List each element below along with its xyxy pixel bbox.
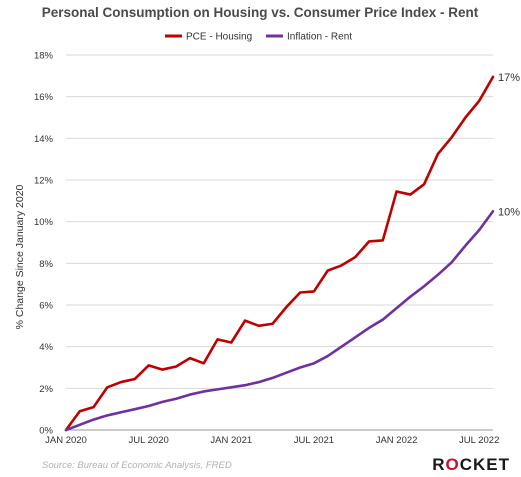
legend-label-inflation-rent: Inflation - Rent [287,32,352,43]
end-label-inflation-rent: 10% [498,206,520,218]
end-labels: 17% 10% [498,72,520,218]
legend: PCE - Housing Inflation - Rent [165,32,352,43]
x-tick-label: JUL 2022 [459,435,499,446]
y-tick-label: 12% [34,176,54,187]
y-tick-label: 6% [39,301,53,312]
series-line-pce-housing [64,75,495,432]
y-axis-ticks: 0% 2% 4% 6% 8% 10% 12% 14% 16% 18% [34,51,54,437]
logo-wordmark: ROCKET [432,455,510,474]
chart-title: Personal Consumption on Housing vs. Cons… [42,5,479,20]
y-tick-label: 14% [34,134,54,145]
x-tick-label: JUL 2021 [294,435,334,446]
x-tick-label: JAN 2021 [210,435,252,446]
y-tick-label: 10% [34,217,54,228]
y-tick-label: 16% [34,92,54,103]
legend-item-pce-housing: PCE - Housing [165,32,252,43]
legend-label-pce-housing: PCE - Housing [186,32,252,43]
source-note: Source: Bureau of Economic Analysis, FRE… [42,460,232,471]
y-tick-label: 4% [39,342,53,353]
end-label-pce-housing: 17% [498,72,520,84]
x-tick-label: JAN 2022 [376,435,418,446]
y-tick-label: 0% [39,426,53,437]
gridlines [66,54,493,389]
legend-item-inflation-rent: Inflation - Rent [266,32,352,43]
y-tick-label: 2% [39,384,53,395]
y-tick-label: 8% [39,259,53,270]
series-lines [64,75,495,432]
series-line-inflation-rent [64,209,495,432]
x-tick-label: JUL 2020 [128,435,168,446]
x-axis-ticks: JAN 2020 JUL 2020 JAN 2021 JUL 2021 JAN 2022… [45,435,499,446]
rocket-logo: ROCKET [432,455,510,474]
x-tick-label: JAN 2020 [45,435,87,446]
y-tick-label: 18% [34,51,54,62]
y-axis-title: % Change Since January 2020 [14,184,26,329]
